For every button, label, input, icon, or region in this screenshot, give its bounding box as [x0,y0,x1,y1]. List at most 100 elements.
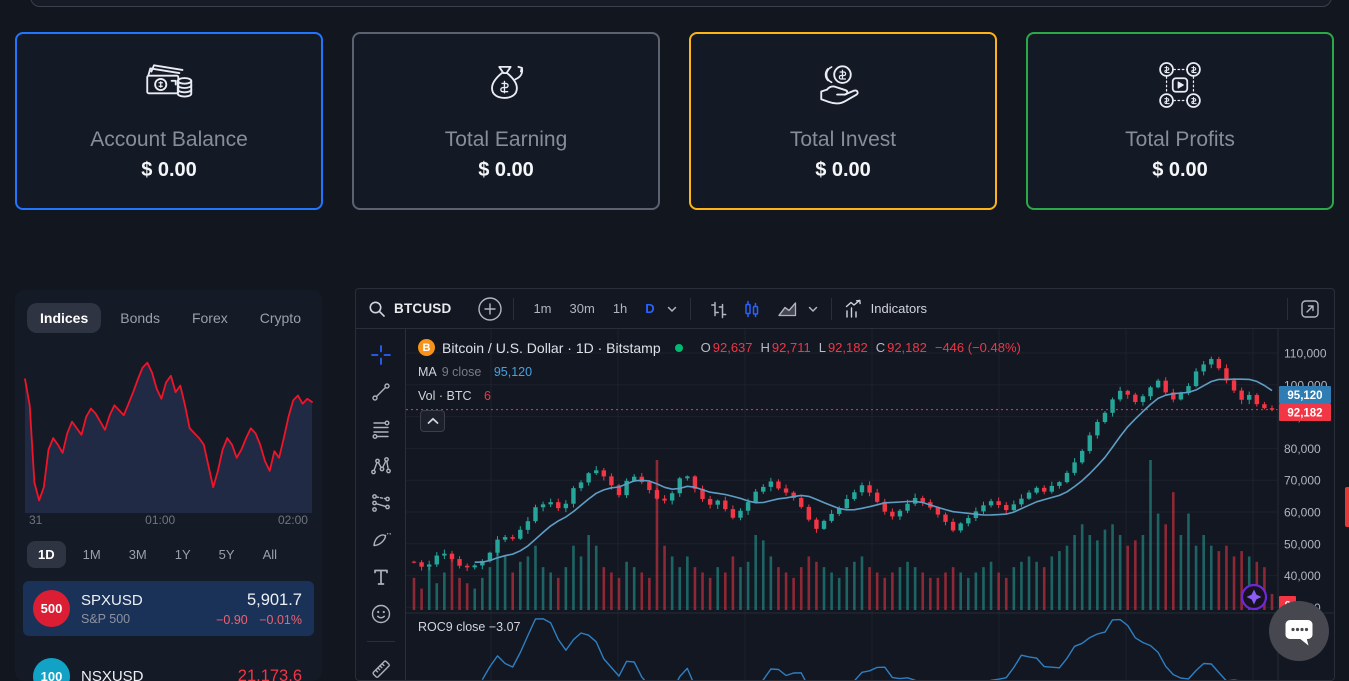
card-value: $ 0.00 [141,159,197,181]
roc-indicator-row[interactable]: ROC9 close −3.07 [418,620,521,634]
text-icon[interactable] [369,565,393,589]
svg-text:80,000: 80,000 [1284,442,1321,456]
banknote-coins-icon [140,54,198,116]
candles-style-button[interactable] [735,299,769,319]
area-style-icon [778,301,796,316]
brush-icon[interactable] [369,528,393,552]
forecast-icon[interactable] [369,491,393,515]
symbol-price: 21,173.6 [237,667,302,681]
trend-line-icon[interactable] [369,380,393,404]
card-title: Total Earning [444,128,568,151]
range-all[interactable]: All [262,547,278,562]
chart-title: Bitcoin / U.S. Dollar · 1D · Bitstamp [442,339,661,356]
toolbar-divider [366,641,395,642]
symbol-row-spxusd[interactable]: 500 SPXUSD S&P 500 5,901.7 −0.90 −0.01% [23,581,314,636]
svg-text:92,182: 92,182 [1287,407,1322,419]
axis-label: 02:00 [277,513,308,527]
card-title: Total Invest [789,128,897,151]
ruler-icon[interactable] [369,657,393,681]
sparkle-icon [1240,583,1268,611]
nsx-badge: 100 [33,658,70,681]
fullscreen-icon [1301,299,1319,318]
chevron-up-icon [427,417,438,424]
bitcoin-icon: B [418,339,435,356]
price-chart[interactable]: 110,000100,00090,00080,00070,00060,00050… [406,329,1334,680]
timeframe-1d[interactable]: D [645,301,655,316]
svg-text:40,000: 40,000 [1284,569,1321,583]
volume-indicator-row[interactable]: Vol · BTC 6 [418,389,491,403]
axis-label: 31 [29,513,43,527]
top-bar-clipped [30,0,1332,7]
indicators-icon [845,299,861,318]
axis-label: 01:00 [145,513,176,527]
chevron-down-icon [667,306,676,312]
range-5y[interactable]: 5Y [218,547,235,562]
range-3m[interactable]: 3M [128,547,147,562]
drawing-toolbar [356,329,406,681]
timeframe-30m[interactable]: 30m [569,301,595,316]
market-overview-panel: Indices Bonds Forex Crypto 31 01:00 02:0… [15,290,322,681]
candles-style-icon [744,300,758,317]
toolbar-separator [513,297,515,320]
timeframe-dropdown[interactable] [664,301,680,317]
ohlc-values: O 92,637 H 92,711 L 92,182 C 92,182 −446 (−0… [700,340,1021,355]
tab-indices[interactable]: Indices [27,303,102,333]
bar-style-icon [710,301,727,318]
style-dropdown[interactable] [805,301,821,317]
svg-text:70,000: 70,000 [1284,474,1321,488]
total-invest-card[interactable]: Total Invest $ 0.00 [689,32,997,210]
account-balance-card[interactable]: Account Balance $ 0.00 [15,32,323,210]
money-flow-icon [1151,54,1209,116]
symbol-search-button[interactable]: BTCUSD [368,300,451,318]
tab-crypto[interactable]: Crypto [259,310,301,326]
area-style-button[interactable] [769,299,805,319]
card-title: Total Profits [1125,128,1235,151]
ai-sparkle-button[interactable] [1240,583,1268,611]
chart-body: 110,000100,00090,00080,00070,00060,00050… [356,329,1334,681]
range-buttons: 1D 1M 3M 1Y 5Y All [15,541,322,568]
money-bag-icon [477,54,535,116]
toolbar-separator [689,297,691,320]
spx-badge: 500 [33,590,70,627]
card-value: $ 0.00 [1152,159,1208,181]
symbol-row-nsxusd[interactable]: 100 NSXUSD 21,173.6 [23,649,314,681]
tab-bonds[interactable]: Bonds [120,310,160,326]
fullscreen-button[interactable] [1298,297,1322,321]
market-open-dot [674,343,683,352]
symbol-price: 5,901.7 [246,590,302,609]
indicators-button[interactable]: Indicators [842,298,927,320]
card-value: $ 0.00 [478,159,534,181]
svg-text:110,000: 110,000 [1284,347,1327,361]
svg-text:60,000: 60,000 [1284,506,1321,520]
collapse-legend-button[interactable] [420,410,445,432]
xabcd-pattern-icon[interactable] [369,454,393,478]
range-1y[interactable]: 1Y [174,547,191,562]
timeframe-1h[interactable]: 1h [612,301,628,316]
timeframe-1m[interactable]: 1m [533,301,552,316]
chart-legend[interactable]: B Bitcoin / U.S. Dollar · 1D · Bitstamp … [418,339,1021,356]
emoji-icon[interactable] [369,602,393,626]
symbol-description: S&P 500 [81,611,131,626]
tradingview-chart-panel: BTCUSD 1m 30m 1h D [355,288,1335,681]
crosshair-icon[interactable] [369,343,393,367]
ma-indicator-row[interactable]: MA 9 close 95,120 [418,365,533,379]
sparkline-time-axis: 31 01:00 02:00 [15,513,322,527]
total-profits-card[interactable]: Total Profits $ 0.00 [1026,32,1334,210]
range-1m[interactable]: 1M [82,547,101,562]
chat-launcher-button[interactable] [1269,601,1329,661]
symbol-ticker: SPXUSD [81,591,143,609]
card-title: Account Balance [90,128,248,151]
chart-symbol: BTCUSD [394,301,452,316]
svg-text:50,000: 50,000 [1284,537,1321,551]
total-earning-card[interactable]: Total Earning $ 0.00 [352,32,660,210]
bar-style-button[interactable] [701,299,735,319]
symbol-ticker: NSXUSD [81,668,144,681]
tab-forex[interactable]: Forex [191,310,228,326]
chart-toolbar: BTCUSD 1m 30m 1h D [356,289,1334,329]
horizontal-lines-icon[interactable] [369,417,393,441]
card-value: $ 0.00 [815,159,871,181]
range-1d[interactable]: 1D [27,541,66,568]
svg-text:95,120: 95,120 [1287,390,1322,402]
compare-add-button[interactable] [477,296,503,322]
index-sparkline-chart[interactable] [15,335,322,513]
